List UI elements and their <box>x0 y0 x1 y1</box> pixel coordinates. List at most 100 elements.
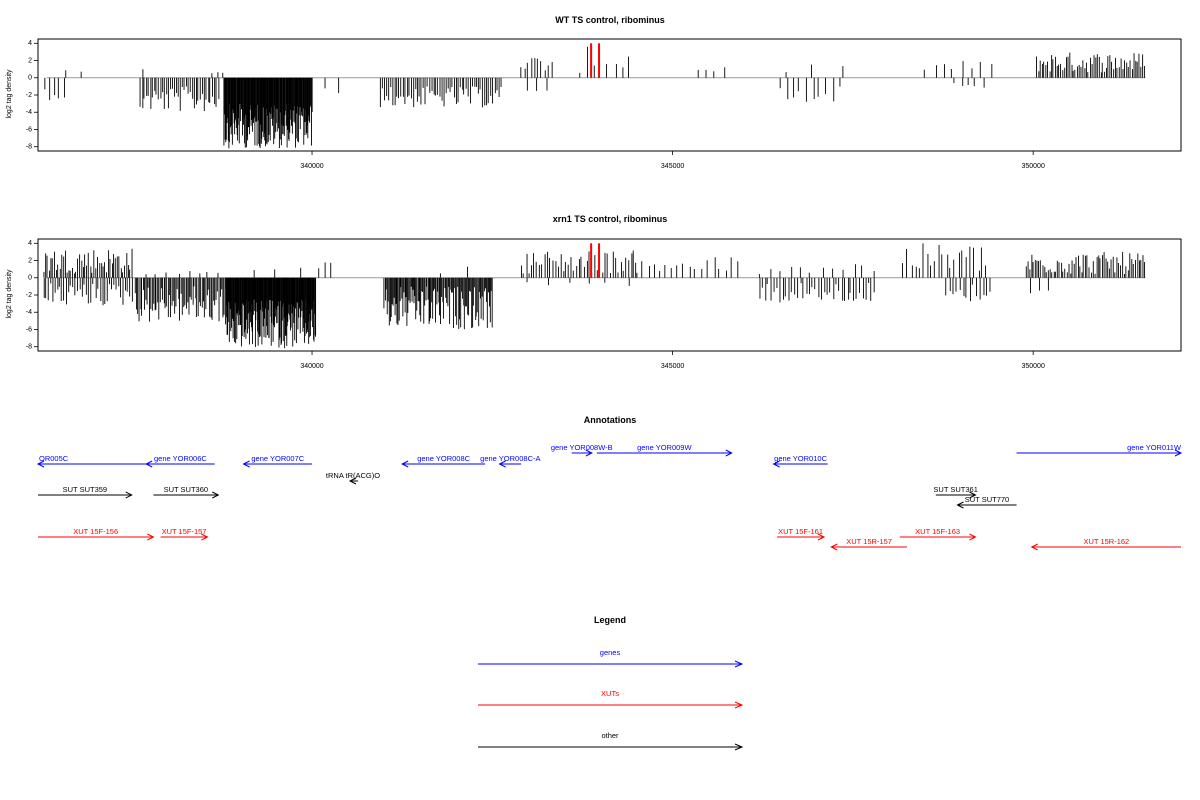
feature-label: SUT SUT360 <box>164 485 208 494</box>
x-tick-label: 340000 <box>300 363 323 370</box>
y-tick-label: 2 <box>28 257 32 264</box>
track-xrn1-title: xrn1 TS control, ribominus <box>553 214 668 224</box>
annotation-feature: gene YOR009W <box>596 443 733 457</box>
feature-label: SUT SUT361 <box>933 485 977 494</box>
feature-label: XUT 15F-163 <box>915 527 960 536</box>
feature-arrowhead <box>772 460 780 468</box>
annotation-feature: gene YOR008W-B <box>551 443 613 457</box>
feature-label: XUT 15F-157 <box>162 527 207 536</box>
feature-label: gene YOR007C <box>251 454 304 463</box>
feature-label: gene YOR008C <box>417 454 470 463</box>
feature-label: SUT SUT770 <box>965 495 1009 504</box>
annotation-feature: XUT 15F-157 <box>160 527 209 541</box>
annotation-feature: XUT 15R-157 <box>830 537 907 551</box>
annotation-feature: gene YOR010C <box>772 454 828 468</box>
feature-arrowhead <box>348 477 357 485</box>
feature-arrowhead <box>969 491 977 499</box>
annotation-feature: XUT 15R-162 <box>1030 537 1181 551</box>
feature-label: gene YOR008W-B <box>551 443 613 452</box>
y-tick-label: -2 <box>26 292 32 299</box>
annotation-feature: gene YOR006C <box>145 454 215 468</box>
y-tick-label: 0 <box>28 75 32 82</box>
feature-label: XUT 15F-161 <box>778 527 823 536</box>
annotation-feature: SUT SUT770 <box>956 495 1017 509</box>
feature-label: gene YOR008C-A <box>480 454 540 463</box>
feature-label: XUT 15F-156 <box>73 527 118 536</box>
annotation-features: OR005C gene YOR006C gene YOR007C gene YOR00… <box>36 443 1183 551</box>
feature-arrowhead <box>725 449 733 457</box>
x-tick-label: 345000 <box>661 163 684 170</box>
annotation-feature: gene YOR011W <box>1016 443 1183 457</box>
y-tick-label: -6 <box>26 326 32 333</box>
legend-items: genes XUTs other <box>478 648 744 751</box>
legend-arrowhead <box>734 701 744 709</box>
feature-arrowhead <box>830 543 838 551</box>
y-tick-label: 4 <box>28 40 32 47</box>
feature-label: OR005C <box>39 454 69 463</box>
track-wt-ylabel: log2 tag density <box>6 69 13 119</box>
annotation-feature: XUT 15F-156 <box>38 527 155 541</box>
annotation-feature: XUT 15F-161 <box>777 527 826 541</box>
y-tick-label: 4 <box>28 240 32 247</box>
legend-item-genes: genes <box>478 648 744 668</box>
legend-title: Legend <box>594 615 626 625</box>
feature-arrowhead <box>969 533 977 541</box>
track-wt-plot: -8 -6 -4 -2 0 2 4 340000 345000 350000 <box>26 38 1182 170</box>
y-tick-label: 0 <box>28 275 32 282</box>
y-tick-label: -8 <box>26 144 32 151</box>
feature-arrowhead <box>36 460 45 468</box>
legend-label: XUTs <box>601 689 619 698</box>
legend-label: other <box>601 731 619 740</box>
track-xrn1: xrn1 TS control, ribominus log2 tag dens… <box>6 214 1182 370</box>
legend-item-other: other <box>478 731 744 751</box>
legend-item-xuts: XUTs <box>478 689 744 709</box>
annotation-feature: gene YOR007C <box>242 454 313 468</box>
annotations-panel: Annotations OR005C gene YOR006C gene YOR00… <box>36 415 1183 551</box>
feature-arrowhead <box>1030 543 1038 551</box>
y-tick-label: -6 <box>26 126 32 133</box>
y-tick-label: -8 <box>26 344 32 351</box>
feature-label: XUT 15R-162 <box>1084 537 1130 546</box>
feature-arrowhead <box>401 460 409 468</box>
annotation-feature: OR005C <box>36 454 147 468</box>
feature-arrowhead <box>817 533 826 541</box>
feature-label: gene YOR006C <box>154 454 207 463</box>
feature-label: SUT SUT359 <box>63 485 107 494</box>
legend-panel: Legend genes XUTs other <box>478 615 744 751</box>
annotation-feature: SUT SUT360 <box>153 485 220 499</box>
x-tick-label: 340000 <box>300 163 323 170</box>
annotation-feature: SUT SUT361 <box>933 485 978 499</box>
feature-label: gene YOR011W <box>1127 443 1182 452</box>
x-tick-label: 345000 <box>661 363 684 370</box>
feature-arrowhead <box>498 460 506 468</box>
feature-label: tRNA tR(ACG)O <box>326 471 380 480</box>
track-xrn1-ylabel: log2 tag density <box>6 269 13 319</box>
annotation-feature: XUT 15F-163 <box>899 527 977 541</box>
feature-arrowhead <box>147 533 155 541</box>
annotation-feature: gene YOR008C-A <box>480 454 541 468</box>
y-tick-label: -2 <box>26 92 32 99</box>
feature-arrowhead <box>585 449 593 457</box>
feature-arrowhead <box>1174 449 1183 457</box>
track-xrn1-plot: -8 -6 -4 -2 0 2 4 340000 345000 350000 <box>26 238 1182 370</box>
feature-arrowhead <box>201 533 209 541</box>
annotation-feature: SUT SUT359 <box>38 485 133 499</box>
y-tick-label: -4 <box>26 109 32 116</box>
annotations-title: Annotations <box>584 415 637 425</box>
feature-arrowhead <box>956 501 964 509</box>
y-tick-label: -4 <box>26 309 32 316</box>
track-wt-title: WT TS control, ribominus <box>555 15 665 25</box>
y-tick-label: 2 <box>28 57 32 64</box>
x-tick-label: 350000 <box>1021 363 1044 370</box>
x-tick-label: 350000 <box>1021 163 1044 170</box>
feature-arrowhead <box>242 460 250 468</box>
track-wt: WT TS control, ribominus log2 tag densit… <box>6 15 1182 170</box>
annotation-feature: gene YOR008C <box>401 454 486 468</box>
feature-label: XUT 15R-157 <box>846 537 892 546</box>
annotation-feature: tRNA tR(ACG)O <box>326 471 380 485</box>
legend-label: genes <box>600 648 621 657</box>
feature-label: gene YOR009W <box>637 443 692 452</box>
legend-arrowhead <box>734 660 744 668</box>
legend-arrowhead <box>734 743 744 751</box>
